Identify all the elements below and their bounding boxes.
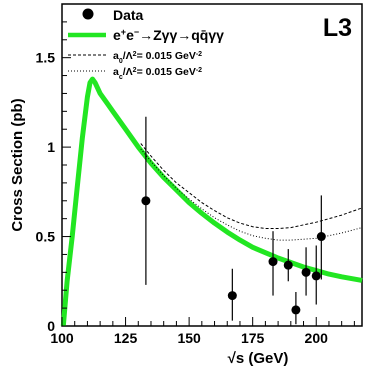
y-tick-label: 0 [47,318,55,334]
x-tick-label: 100 [50,330,74,346]
legend: Data e+e−→Zγγ→qq̄γγ a0/Λ2= 0.015 GeV-2 a… [68,7,224,81]
data-point [141,196,151,206]
data-point [283,260,293,270]
legend-data-marker [82,8,94,20]
data-points-layer [141,116,326,325]
legend-band-label: e+e−→Zγγ→qq̄γγ [113,27,224,43]
x-tick-label: 200 [305,330,329,346]
experiment-label: L3 [323,14,352,42]
x-axis-title: √s (GeV) [228,350,289,367]
sm-band-layer [60,76,363,327]
y-tick-label: 1 [47,139,55,155]
legend-a0-label: a0/Λ2= 0.015 GeV-2 [113,50,202,65]
x-tick-label: 125 [114,330,138,346]
legend-ac-label: ac/Λ2= 0.015 GeV-2 [113,66,202,81]
anomalous-coupling-lines [140,143,363,241]
legend-data-label: Data [113,7,144,23]
data-point [301,267,311,277]
data-point [268,257,278,267]
x-tick-label: 150 [177,330,201,346]
data-point [316,232,326,242]
y-tick-label: 1.5 [36,50,56,66]
sm-prediction-band [60,76,363,327]
x-tick-label: 175 [241,330,265,346]
y-axis: 0 0.5 1 1.5 [36,21,71,334]
a0-coupling-curve [140,143,363,229]
data-point [291,305,301,315]
y-axis-title: Cross Section (pb) [9,98,26,231]
x-axis: 100 125 150 175 200 [50,317,355,346]
data-point [311,271,321,281]
data-point [227,291,237,301]
y-tick-label: 0.5 [36,229,56,245]
